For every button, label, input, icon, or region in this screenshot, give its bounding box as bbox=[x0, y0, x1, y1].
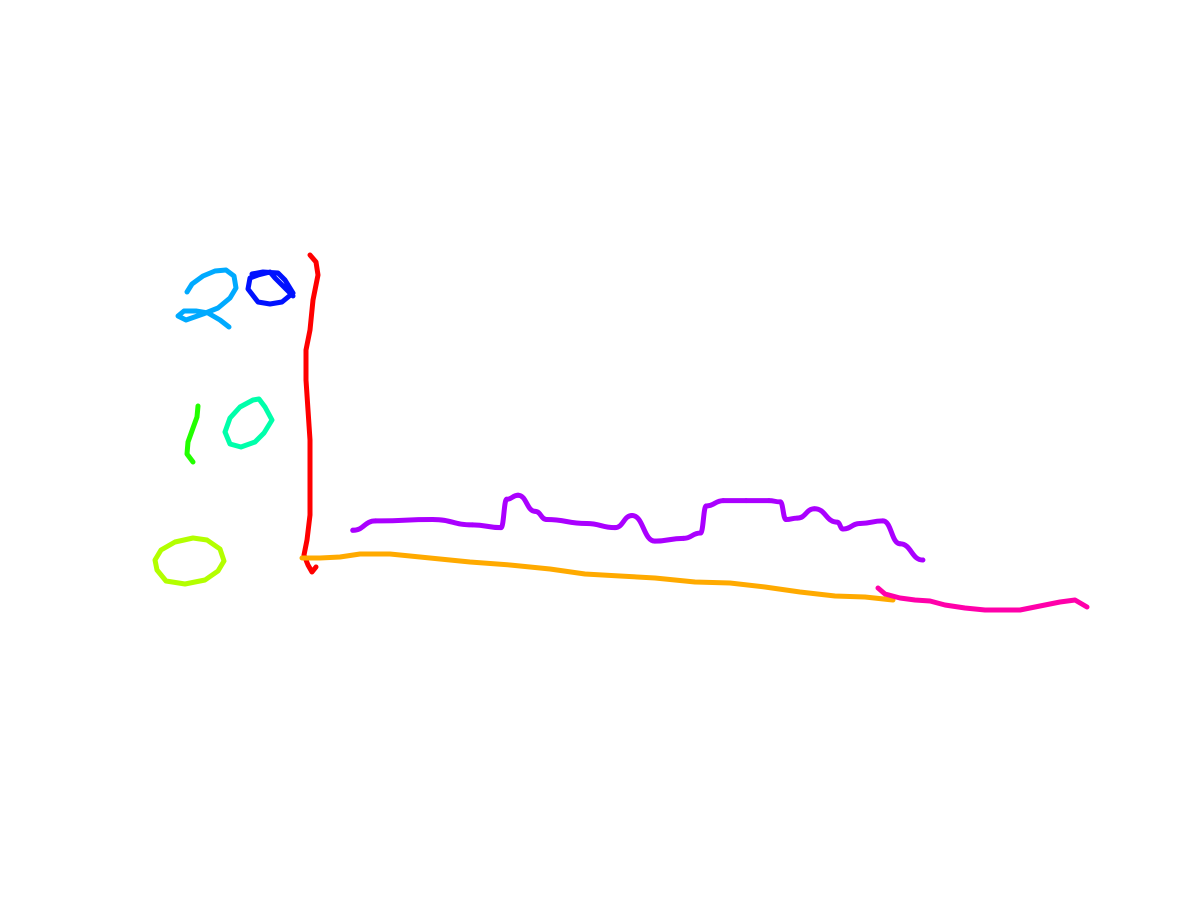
data-point-22 bbox=[812, 506, 817, 512]
data-point-2 bbox=[430, 517, 436, 522]
axes bbox=[299, 252, 1090, 613]
data-point-8 bbox=[544, 517, 550, 522]
data-point-11 bbox=[629, 513, 635, 518]
data-point-27 bbox=[897, 541, 903, 547]
y-tick-label-0 bbox=[152, 535, 227, 587]
data-point-28 bbox=[920, 557, 926, 563]
data-point-26 bbox=[880, 518, 886, 524]
series-layer bbox=[350, 492, 926, 563]
data-point-7 bbox=[532, 508, 538, 514]
data-point-0 bbox=[350, 527, 356, 533]
series-0 bbox=[350, 492, 926, 563]
data-point-20 bbox=[783, 517, 789, 522]
data-point-18 bbox=[766, 498, 772, 504]
data-point-21 bbox=[794, 515, 800, 521]
data-point-16 bbox=[720, 498, 726, 504]
data-point-24 bbox=[840, 526, 846, 532]
x-axis-extension-line bbox=[875, 585, 1090, 613]
x-axis-line bbox=[299, 551, 896, 603]
y-axis-line bbox=[301, 252, 321, 575]
data-point-10 bbox=[612, 525, 618, 531]
y-tick-label-20 bbox=[175, 267, 296, 330]
data-point-5 bbox=[504, 496, 510, 502]
data-point-12 bbox=[652, 538, 658, 544]
data-point-23 bbox=[834, 519, 840, 525]
data-point-25 bbox=[857, 521, 863, 526]
data-point-9 bbox=[584, 521, 589, 526]
data-point-15 bbox=[703, 503, 709, 509]
y-tick-0-digit-0 bbox=[152, 535, 227, 587]
series-line bbox=[350, 492, 926, 563]
y-tick-10-digit-1 bbox=[184, 403, 201, 465]
y-tick-20-digit-2 bbox=[175, 267, 239, 330]
data-point-1 bbox=[373, 518, 379, 524]
data-point-14 bbox=[698, 530, 703, 536]
data-point-13 bbox=[680, 535, 686, 541]
data-point-19 bbox=[777, 499, 783, 505]
y-tick-10-digit-0 bbox=[222, 396, 275, 450]
data-point-4 bbox=[498, 525, 504, 531]
y-tick-label-10 bbox=[184, 396, 275, 465]
y-tick-labels bbox=[152, 267, 296, 587]
y-tick-20-digit-0 bbox=[245, 269, 296, 307]
data-point-6 bbox=[515, 492, 521, 498]
data-point-3 bbox=[470, 522, 475, 528]
data-point-17 bbox=[743, 498, 749, 504]
